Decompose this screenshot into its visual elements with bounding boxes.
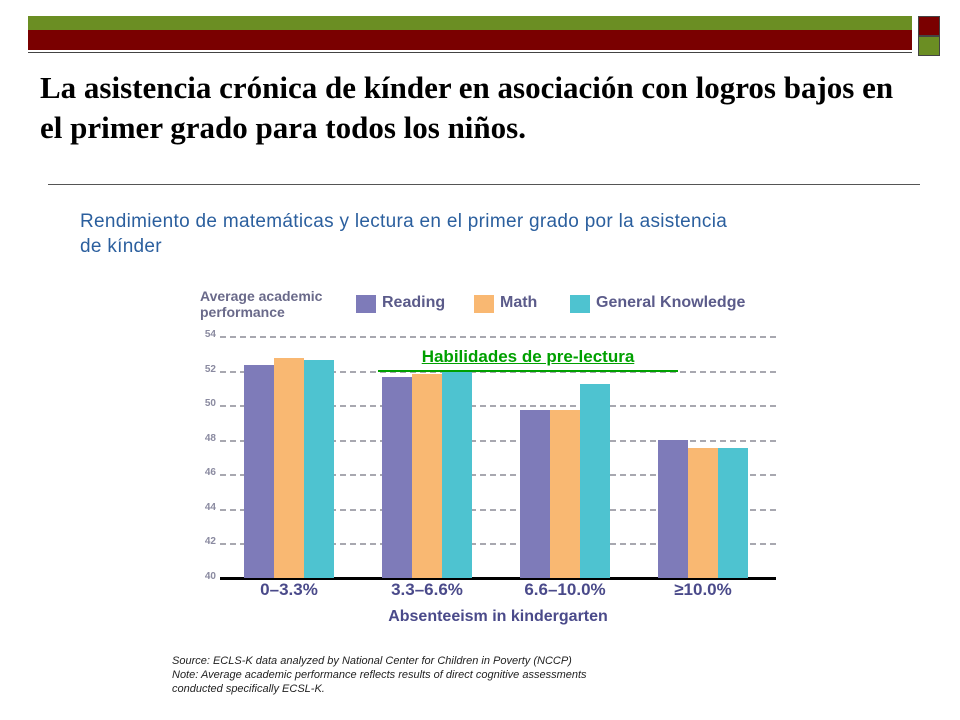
y-tick-label: 50 (204, 398, 216, 410)
bar-general-knowledge-2 (442, 370, 472, 578)
note-line: Note: Average academic performance refle… (172, 669, 587, 681)
top-maroon-band (28, 30, 912, 50)
y-axis-title: Average academic performance (200, 288, 323, 320)
x-category-label: 3.3–6.6% (391, 580, 463, 599)
gridline (220, 336, 776, 338)
bar-math-2 (412, 374, 442, 578)
source-line: Source: ECLS-K data analyzed by National… (172, 655, 572, 667)
y-tick-label: 48 (204, 432, 216, 444)
bar-reading-4 (658, 439, 688, 578)
y-tick-label: 46 (204, 467, 216, 479)
legend-swatch-general-knowledge (570, 295, 590, 313)
title-divider (48, 184, 920, 185)
bar-general-knowledge-3 (580, 384, 610, 578)
chart-subtitle: Rendimiento de matemáticas y lectura en … (80, 211, 728, 257)
legend-swatch-reading (356, 295, 376, 313)
x-category-label: 6.6–10.0% (524, 580, 606, 599)
y-tick-label: 40 (204, 571, 216, 582)
top-green-band (28, 16, 912, 30)
bar-general-knowledge-4 (718, 448, 748, 578)
bar-reading-1 (244, 365, 274, 578)
legend-label-math: Math (500, 294, 538, 311)
x-category-label: ≥10.0% (674, 580, 732, 599)
corner-square-maroon (918, 16, 940, 36)
gridline (220, 405, 776, 408)
gridline (220, 543, 776, 546)
bar-reading-3 (520, 410, 550, 578)
x-axis-title: Absenteeism in kindergarten (388, 608, 608, 625)
bar-chart: Average academic performance Reading Mat… (188, 278, 782, 636)
legend-label-reading: Reading (382, 294, 446, 311)
y-tick-label: 54 (204, 329, 216, 340)
bar-math-4 (688, 448, 718, 578)
gridline (220, 508, 776, 511)
bar-math-1 (274, 358, 304, 578)
slide-title: La asistencia crónica de kínder en asoci… (40, 70, 894, 145)
x-axis-baseline (220, 577, 776, 580)
pre-reading-skills-annotation: Habilidades de pre-lectura (378, 344, 678, 372)
note-line-2: conducted specifically ECSL-K. (172, 683, 325, 695)
gridline (220, 474, 776, 477)
x-category-label: 0–3.3% (260, 580, 318, 599)
bar-math-3 (550, 410, 580, 578)
y-tick-label: 44 (204, 501, 216, 513)
bar-reading-2 (382, 377, 412, 578)
top-decoration-bar (28, 14, 912, 53)
legend-swatch-math (474, 295, 494, 313)
y-tick-label: 52 (204, 363, 216, 375)
legend-label-general-knowledge: General Knowledge (596, 294, 746, 311)
bar-general-knowledge-1 (304, 360, 334, 578)
corner-square-green (918, 36, 940, 56)
source-notes: Source: ECLS-K data analyzed by National… (172, 654, 732, 696)
gridline (220, 439, 776, 442)
y-tick-label: 42 (204, 536, 216, 548)
